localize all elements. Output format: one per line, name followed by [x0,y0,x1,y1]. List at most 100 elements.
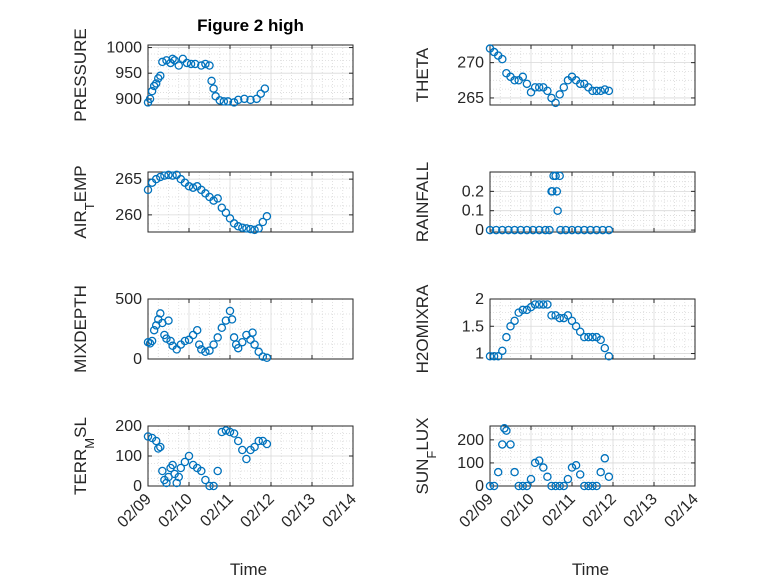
data-point [209,84,218,93]
data-point [151,436,161,446]
y-axis-label: H2OMIXRA [413,284,432,373]
x-axis-label: Time [230,560,267,579]
data-point [539,463,548,472]
y-tick-label: 200 [115,418,142,435]
data-point [543,86,552,96]
data-point [260,84,270,93]
data-point [184,182,194,191]
series-points [485,300,614,361]
data-point [258,352,268,361]
y-tick-label: 0.1 [462,203,484,220]
grid [147,45,354,105]
data-point [584,332,593,342]
subplot-sun_flux: 0 100 200 SUNFLUX 02/09 02/10 02/11 02/12 02/13 0… [413,418,702,579]
data-point [588,86,597,96]
data-point [217,427,227,437]
data-point [506,440,515,449]
data-point [596,335,605,345]
data-point [575,327,585,336]
data-point [149,81,159,91]
data-point [489,352,499,361]
data-point [188,183,198,192]
data-point [233,95,243,105]
subplot-rainfall: 0 0.1 0.2 RAINFALL [413,162,696,242]
y-axis-label: PRESSURE [71,28,90,122]
data-point [555,313,564,323]
data-point [567,463,577,472]
data-point [254,436,263,446]
y-axis-label: THETA [413,47,432,102]
data-point [225,214,235,223]
data-point [180,457,190,467]
data-point [174,472,183,482]
y-tick-label: 0 [133,351,142,368]
grid [147,425,354,487]
data-point [575,79,585,89]
y-tick-label: 270 [457,55,484,72]
data-point [580,225,589,235]
data-point [242,454,251,464]
subplot-air_temp: 260 265 AIRTEMP [71,165,354,239]
data-point [522,79,532,89]
x-tick-label: 02/10 [155,491,195,531]
data-point [262,212,272,221]
series-points [143,426,272,491]
data-point [184,335,194,345]
data-point [559,481,569,491]
data-point [604,86,614,96]
data-point [547,93,556,103]
data-point [174,61,183,70]
data-point [156,309,165,318]
data-point [491,225,501,235]
data-point [506,322,515,331]
data-point [575,470,585,479]
series-points [143,54,270,107]
series-points [485,44,614,108]
data-point [201,475,210,485]
data-point [551,98,560,108]
series-points [143,170,272,235]
data-point [534,300,544,309]
data-point [598,225,608,235]
data-point [526,88,536,97]
data-point [498,440,507,449]
data-point [233,343,243,353]
data-point [551,481,560,491]
data-point [530,458,540,468]
data-point [262,439,272,449]
data-point [162,334,171,343]
data-point [485,481,495,491]
data-point [213,194,222,203]
data-point [588,481,597,491]
data-point [528,225,538,235]
y-tick-label: 265 [115,171,142,188]
data-point [192,325,202,335]
grid [147,172,354,232]
data-point [493,467,503,477]
y-tick-label: 1 [475,346,484,363]
x-tick-label: 02/14 [319,491,359,531]
y-axis-label: SUNFLUX [413,418,439,495]
data-point [184,451,194,461]
y-tick-label: 900 [115,91,142,108]
data-point [156,442,165,452]
y-tick-label: 265 [457,90,484,107]
y-tick-label: 100 [115,448,142,465]
data-point [552,187,562,196]
data-point [555,90,564,99]
grid [489,44,696,105]
y-tick-label: 200 [457,432,484,449]
data-point [209,196,218,205]
y-tick-label: 0 [133,478,142,495]
data-point [164,316,173,325]
data-point [248,328,257,337]
data-point [153,444,163,453]
data-point [541,225,550,235]
data-point [153,74,163,83]
y-axis-label: MIXDEPTH [71,285,90,373]
data-point [250,340,259,349]
data-point [498,54,507,64]
data-point [534,83,544,92]
data-point [178,54,188,64]
data-point [250,442,259,452]
